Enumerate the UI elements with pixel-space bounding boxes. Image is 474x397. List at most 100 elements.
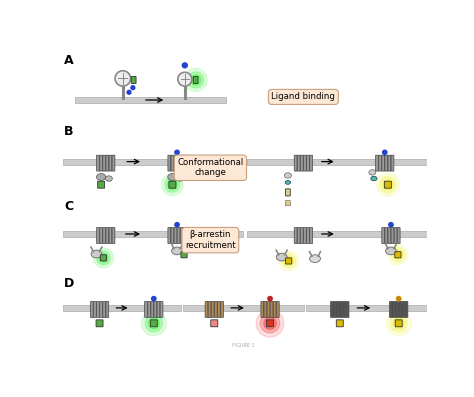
Ellipse shape: [385, 247, 396, 255]
Text: β-arrestin
recruitment: β-arrestin recruitment: [185, 230, 236, 250]
Circle shape: [191, 75, 201, 85]
FancyBboxPatch shape: [100, 227, 102, 243]
FancyBboxPatch shape: [391, 227, 394, 243]
Text: FIGURE 1: FIGURE 1: [232, 343, 254, 348]
Ellipse shape: [96, 173, 106, 181]
FancyBboxPatch shape: [267, 301, 270, 317]
Ellipse shape: [284, 173, 292, 178]
FancyBboxPatch shape: [395, 252, 401, 258]
Ellipse shape: [276, 253, 287, 261]
Circle shape: [188, 72, 204, 88]
FancyBboxPatch shape: [131, 77, 136, 83]
FancyBboxPatch shape: [297, 227, 300, 243]
FancyBboxPatch shape: [382, 227, 384, 243]
FancyBboxPatch shape: [301, 227, 303, 243]
Circle shape: [115, 71, 130, 86]
Circle shape: [386, 311, 411, 335]
FancyBboxPatch shape: [208, 301, 211, 317]
FancyBboxPatch shape: [177, 155, 180, 171]
Ellipse shape: [105, 176, 112, 181]
FancyBboxPatch shape: [160, 301, 163, 317]
Ellipse shape: [369, 170, 376, 175]
FancyBboxPatch shape: [100, 155, 102, 171]
FancyBboxPatch shape: [382, 155, 384, 171]
Bar: [63, 305, 181, 311]
FancyBboxPatch shape: [395, 320, 402, 327]
FancyBboxPatch shape: [177, 227, 180, 243]
FancyBboxPatch shape: [109, 227, 112, 243]
FancyBboxPatch shape: [266, 320, 273, 327]
FancyBboxPatch shape: [97, 227, 100, 243]
FancyBboxPatch shape: [151, 301, 154, 317]
FancyBboxPatch shape: [388, 227, 391, 243]
Text: B: B: [64, 125, 73, 138]
FancyBboxPatch shape: [150, 320, 157, 327]
FancyBboxPatch shape: [285, 200, 291, 206]
FancyBboxPatch shape: [343, 301, 346, 317]
Circle shape: [96, 251, 110, 265]
FancyBboxPatch shape: [397, 227, 400, 243]
Circle shape: [175, 150, 179, 154]
Circle shape: [182, 63, 187, 68]
Text: A: A: [64, 54, 73, 67]
FancyBboxPatch shape: [106, 227, 109, 243]
FancyBboxPatch shape: [183, 227, 186, 243]
FancyBboxPatch shape: [392, 301, 395, 317]
Circle shape: [376, 173, 400, 196]
FancyBboxPatch shape: [379, 155, 382, 171]
FancyBboxPatch shape: [218, 301, 220, 317]
FancyBboxPatch shape: [103, 155, 106, 171]
FancyBboxPatch shape: [97, 155, 100, 171]
FancyBboxPatch shape: [337, 301, 340, 317]
FancyBboxPatch shape: [276, 301, 279, 317]
FancyBboxPatch shape: [154, 301, 157, 317]
Circle shape: [131, 86, 135, 90]
Bar: [307, 305, 427, 311]
FancyBboxPatch shape: [384, 181, 392, 188]
FancyBboxPatch shape: [109, 155, 112, 171]
Circle shape: [152, 297, 156, 301]
Circle shape: [260, 314, 280, 333]
FancyBboxPatch shape: [388, 155, 391, 171]
Circle shape: [397, 297, 401, 301]
Circle shape: [127, 91, 131, 94]
Ellipse shape: [91, 250, 102, 258]
Circle shape: [284, 256, 293, 266]
FancyBboxPatch shape: [402, 301, 405, 317]
FancyBboxPatch shape: [303, 155, 306, 171]
FancyBboxPatch shape: [112, 155, 115, 171]
Circle shape: [99, 253, 108, 262]
FancyBboxPatch shape: [346, 301, 349, 317]
Bar: [247, 231, 427, 237]
Circle shape: [175, 223, 179, 227]
Circle shape: [391, 248, 405, 262]
Ellipse shape: [310, 255, 320, 262]
FancyBboxPatch shape: [334, 301, 337, 317]
Circle shape: [178, 72, 192, 86]
FancyBboxPatch shape: [145, 301, 147, 317]
FancyBboxPatch shape: [97, 301, 100, 317]
FancyBboxPatch shape: [385, 155, 388, 171]
FancyBboxPatch shape: [285, 258, 292, 264]
FancyBboxPatch shape: [100, 255, 107, 261]
Circle shape: [279, 251, 299, 271]
FancyBboxPatch shape: [205, 301, 208, 317]
Circle shape: [148, 318, 159, 329]
FancyBboxPatch shape: [193, 77, 198, 83]
Circle shape: [141, 311, 166, 335]
Circle shape: [393, 250, 402, 259]
FancyBboxPatch shape: [211, 320, 218, 327]
Circle shape: [256, 309, 284, 337]
FancyBboxPatch shape: [303, 227, 306, 243]
Text: C: C: [64, 200, 73, 213]
FancyBboxPatch shape: [106, 155, 109, 171]
Circle shape: [389, 223, 393, 227]
Text: D: D: [64, 277, 74, 290]
Text: Ligand binding: Ligand binding: [272, 93, 335, 101]
FancyBboxPatch shape: [171, 227, 174, 243]
FancyBboxPatch shape: [148, 301, 151, 317]
Ellipse shape: [285, 181, 291, 184]
Circle shape: [380, 177, 396, 193]
FancyBboxPatch shape: [214, 301, 217, 317]
FancyBboxPatch shape: [91, 301, 93, 317]
